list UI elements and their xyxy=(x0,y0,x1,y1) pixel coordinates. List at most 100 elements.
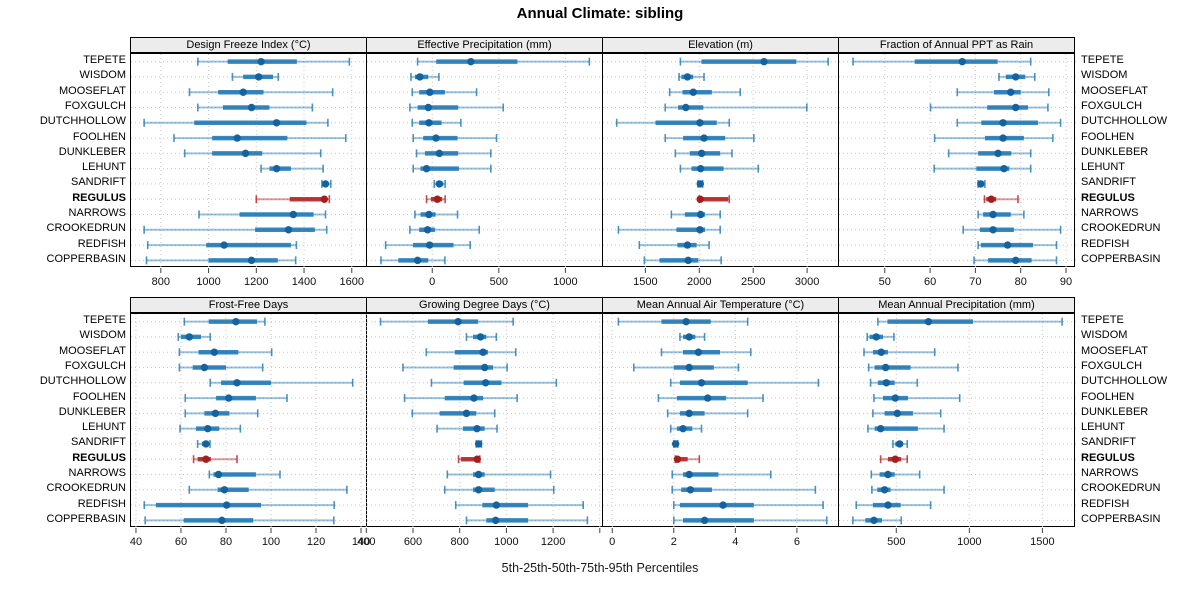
percentile-glyph xyxy=(143,118,329,127)
site-label-left: REGULUS xyxy=(72,191,126,204)
percentile-glyph xyxy=(454,501,585,510)
x-tick-label: 140 xyxy=(352,536,370,548)
panel-strip: Effective Precipitation (mm) xyxy=(366,37,603,53)
site-label-left: COPPERBASIN xyxy=(46,512,126,525)
percentile-glyph xyxy=(679,164,760,173)
percentile-glyph xyxy=(657,394,764,403)
site-label-right: FOOLHEN xyxy=(1081,390,1135,403)
panel-plot: 0 2 4 6 xyxy=(602,313,840,548)
percentile-glyph xyxy=(873,394,961,403)
site-label-left: LEHUNT xyxy=(81,421,126,434)
site-label-right: TEPETE xyxy=(1081,314,1124,327)
percentile-glyph xyxy=(672,516,828,525)
site-label-right: CROOKEDRUN xyxy=(1081,222,1161,235)
percentile-glyph-highlight xyxy=(696,195,731,204)
percentile-glyph xyxy=(696,179,704,188)
percentile-glyph xyxy=(643,256,722,265)
percentile-glyph xyxy=(660,348,752,357)
panel-canvas: 800 1000 1200 1400 1600 xyxy=(131,54,368,288)
site-label-left: MOOSEFLAT xyxy=(58,84,126,97)
panel-plot: 1500 2000 2500 3000 xyxy=(602,53,840,288)
percentile-glyph xyxy=(208,470,281,479)
x-tick-label: 2 xyxy=(671,536,677,548)
panel-strip: Frost-Free Days xyxy=(130,297,367,313)
x-tick-label: 2000 xyxy=(687,276,711,288)
percentile-glyph xyxy=(188,88,334,97)
percentile-glyph xyxy=(671,470,772,479)
panel-canvas: 40 60 80 100 120 140 xyxy=(130,314,370,548)
percentile-glyph xyxy=(145,256,297,265)
site-label-right: FOXGULCH xyxy=(1081,100,1143,112)
site-label-right: REGULUS xyxy=(1081,451,1135,464)
site-label-right: DUTCHHOLLOW xyxy=(1081,115,1168,128)
panel-plot: 500 1000 1500 xyxy=(838,313,1076,548)
x-tick-label: 70 xyxy=(969,276,981,288)
percentile-glyph-highlight xyxy=(425,195,446,204)
site-label-right: NARROWS xyxy=(1081,207,1139,219)
x-tick-label: 500 xyxy=(490,276,508,288)
percentile-glyph xyxy=(379,317,514,326)
site-label-right: WISDOM xyxy=(1081,329,1128,342)
site-label-left: DUTCHHOLLOW xyxy=(39,375,126,388)
percentile-glyph xyxy=(411,409,496,418)
x-tick-label: 500 xyxy=(887,536,905,548)
percentile-glyph xyxy=(664,103,808,112)
percentile-glyph xyxy=(177,332,212,341)
percentile-glyph xyxy=(412,164,492,173)
percentile-glyph xyxy=(672,501,824,510)
panel-strip: Mean Annual Precipitation (mm) xyxy=(838,297,1075,313)
x-tick-label: 3000 xyxy=(795,276,819,288)
percentile-glyph xyxy=(412,134,498,143)
percentile-glyph xyxy=(877,317,1063,326)
x-tick-label: 1000 xyxy=(553,276,577,288)
percentile-glyph xyxy=(197,57,351,66)
site-label-left: FOOLHEN xyxy=(72,390,126,403)
percentile-glyph xyxy=(411,118,462,127)
percentile-glyph-highlight xyxy=(457,455,481,464)
percentile-glyph xyxy=(863,348,936,357)
percentile-glyph xyxy=(409,103,505,112)
percentile-glyph xyxy=(188,485,348,494)
percentile-glyph xyxy=(973,256,1058,265)
site-label-left: COPPERBASIN xyxy=(46,252,126,265)
x-tick-label: 800 xyxy=(152,276,170,288)
panel-canvas: 500 1000 1500 xyxy=(839,314,1076,548)
percentiles-caption: 5th-25th-50th-75th-95th Percentiles xyxy=(501,561,699,575)
x-tick-label: 1200 xyxy=(541,536,565,548)
percentile-glyph xyxy=(178,348,273,357)
percentile-glyph xyxy=(872,409,942,418)
site-label-left: REGULUS xyxy=(72,451,126,464)
percentile-glyph-highlight xyxy=(192,455,238,464)
x-tick-label: 1000 xyxy=(196,276,220,288)
percentile-glyph xyxy=(196,439,211,448)
percentile-glyph xyxy=(870,470,921,479)
percentile-glyph xyxy=(617,225,722,234)
percentile-glyph xyxy=(146,241,298,250)
x-tick-label: 1600 xyxy=(340,276,364,288)
panel-canvas: 0 2 4 6 xyxy=(603,314,840,548)
site-label-left: CROOKEDRUN xyxy=(46,222,126,235)
percentile-glyph xyxy=(198,210,327,219)
x-tick-label: 400 xyxy=(357,536,375,548)
panel-plot: 400 600 800 1000 1200 xyxy=(357,313,604,548)
x-tick-label: 1000 xyxy=(494,536,518,548)
percentile-glyph xyxy=(866,332,895,341)
percentile-glyph xyxy=(144,516,335,525)
percentile-glyph xyxy=(852,516,903,525)
x-tick-label: 1000 xyxy=(957,536,981,548)
percentile-glyph xyxy=(669,378,820,387)
percentile-glyph xyxy=(403,394,518,403)
percentile-glyph xyxy=(869,378,919,387)
x-tick-label: 1200 xyxy=(244,276,268,288)
site-label-right: WISDOM xyxy=(1081,69,1128,82)
percentile-glyph xyxy=(411,88,478,97)
percentile-glyph xyxy=(321,179,332,188)
percentile-glyph xyxy=(209,378,354,387)
panel-plot: 0 500 1000 xyxy=(366,53,604,288)
site-label-left: REDFISH xyxy=(77,497,126,510)
percentile-glyph xyxy=(632,363,740,372)
percentile-glyph xyxy=(679,332,706,341)
x-tick-label: 0 xyxy=(429,276,435,288)
panel-canvas: 1500 2000 2500 3000 xyxy=(603,54,840,288)
